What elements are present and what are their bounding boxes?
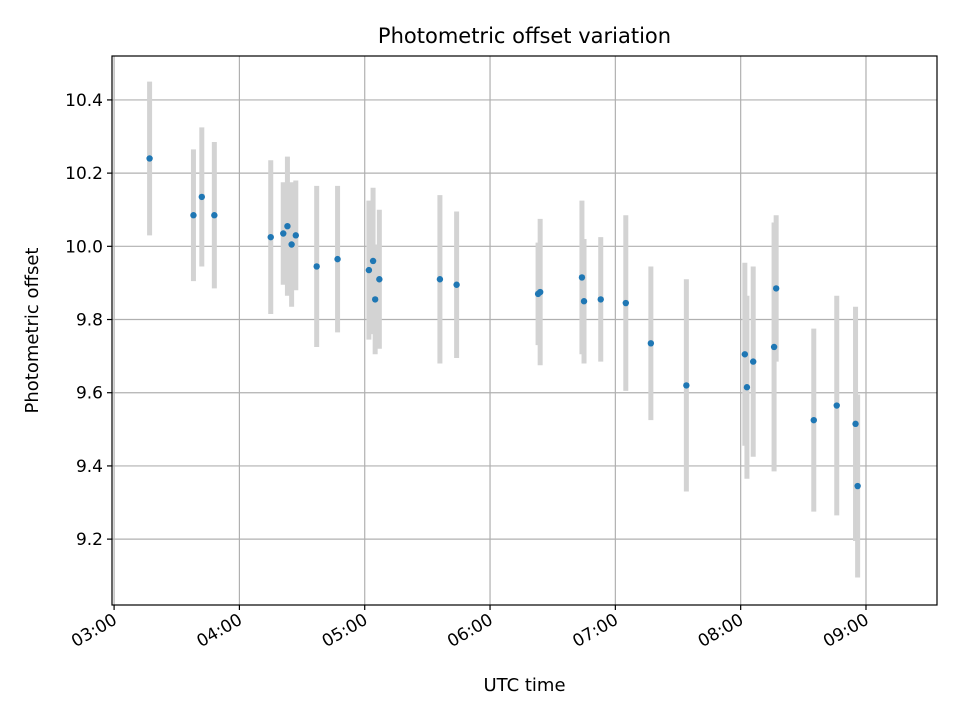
- data-point: [436, 276, 444, 283]
- data-point: [371, 296, 379, 303]
- data-point: [313, 263, 320, 270]
- y-tick-label: 9.4: [76, 457, 103, 477]
- data-point: [211, 212, 218, 219]
- y-tick-label: 9.2: [76, 530, 103, 550]
- data-point: [597, 296, 604, 303]
- data-point: [683, 382, 690, 389]
- data-point: [146, 155, 153, 162]
- data-point: [622, 299, 629, 307]
- data-point: [750, 358, 757, 365]
- data-point: [376, 276, 383, 283]
- y-tick-label: 9.8: [76, 311, 103, 331]
- data-point: [292, 232, 299, 239]
- data-point: [453, 281, 460, 288]
- data-point: [852, 420, 859, 428]
- x-tick-label: 06:00: [444, 610, 496, 652]
- x-tick-label: 04:00: [193, 610, 245, 652]
- chart-title: Photometric offset variation: [378, 24, 671, 48]
- data-point: [770, 343, 778, 351]
- data-point: [284, 222, 291, 230]
- y-tick-label: 10.0: [65, 237, 103, 257]
- data-point: [580, 298, 588, 305]
- data-point: [741, 351, 749, 358]
- data-point: [854, 482, 861, 490]
- x-tick-label: 08:00: [695, 610, 747, 652]
- data-point: [578, 274, 586, 281]
- x-tick-label: 07:00: [569, 610, 621, 652]
- x-tick-label: 03:00: [68, 610, 120, 652]
- data-point: [369, 257, 377, 265]
- x-tick-label: 05:00: [319, 610, 371, 652]
- data-point: [280, 230, 287, 237]
- y-tick-label: 10.4: [65, 91, 103, 111]
- data-point: [334, 255, 341, 263]
- data-point: [267, 233, 274, 241]
- y-axis-label: Photometric offset: [22, 248, 43, 414]
- data-point: [810, 416, 817, 424]
- data-point: [190, 212, 197, 219]
- data-point: [365, 266, 373, 274]
- data-point: [647, 340, 655, 347]
- data-point: [743, 384, 751, 391]
- data-point: [288, 241, 295, 248]
- data-point: [536, 288, 544, 296]
- data-point: [772, 285, 780, 292]
- y-tick-label: 10.2: [65, 164, 103, 184]
- y-tick-label: 9.6: [76, 384, 103, 404]
- x-tick-label: 09:00: [820, 610, 872, 652]
- data-point: [198, 193, 206, 201]
- data-point: [833, 402, 840, 409]
- x-axis-label: UTC time: [483, 675, 565, 696]
- plot-frame: [111, 55, 938, 606]
